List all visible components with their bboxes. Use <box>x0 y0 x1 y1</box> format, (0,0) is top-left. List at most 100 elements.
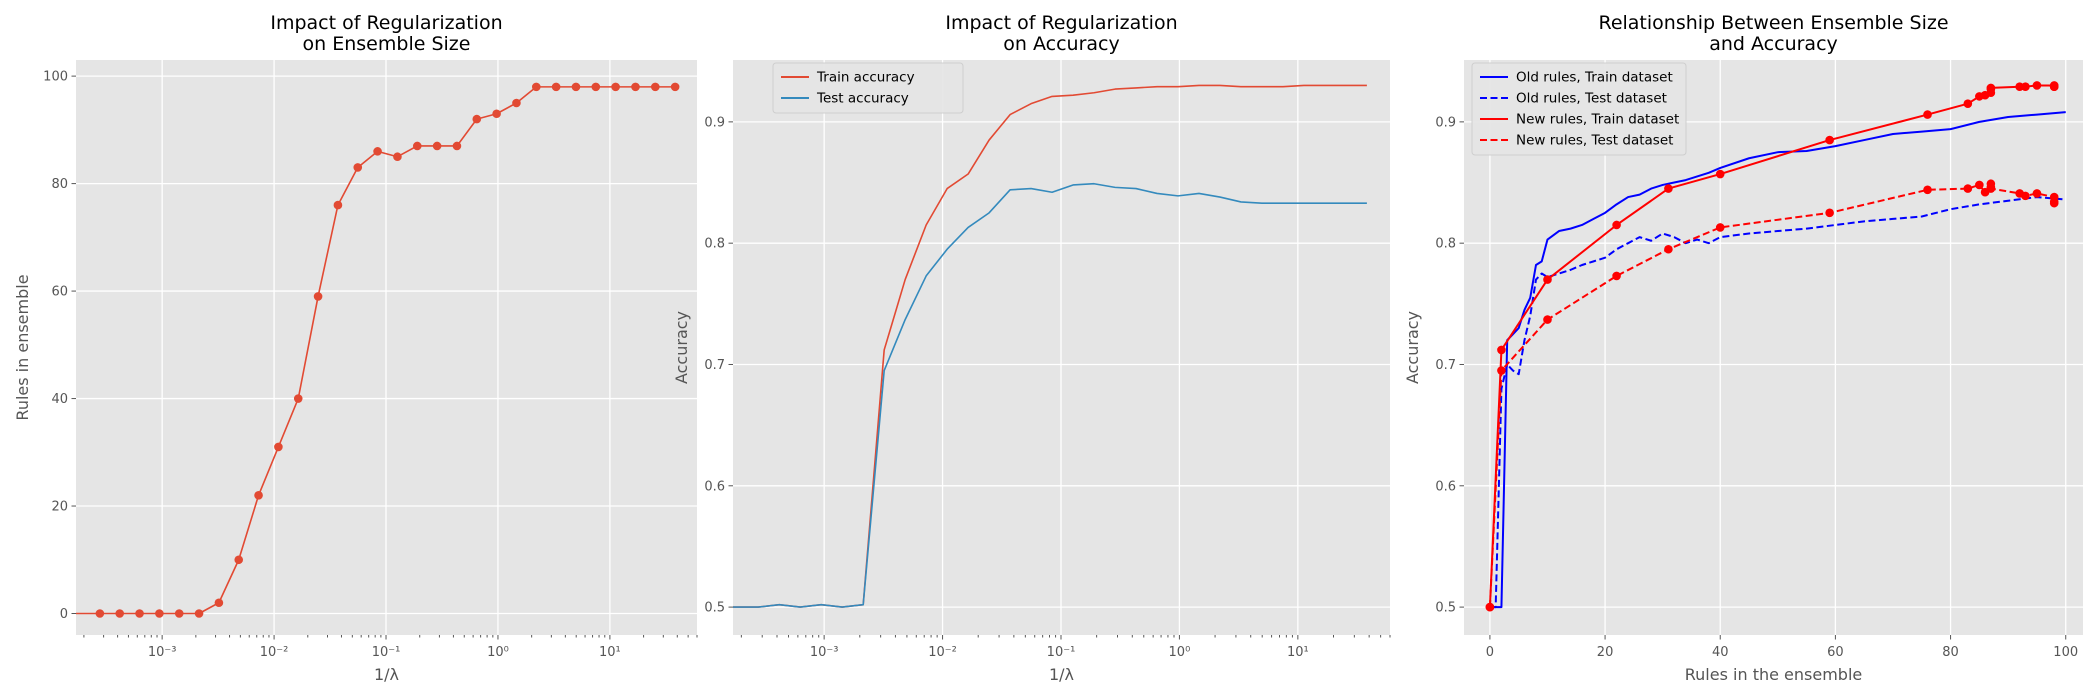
y-tick-label: 0.8 <box>704 237 725 252</box>
data-point <box>412 141 422 151</box>
data-point <box>631 82 640 92</box>
data-point <box>95 609 105 618</box>
data-point <box>1923 110 1932 119</box>
data-point <box>1975 180 1984 190</box>
data-point <box>1497 366 1506 375</box>
data-point <box>2032 81 2042 90</box>
y-axis-label: Accuracy <box>1403 311 1422 384</box>
x-tick-label: 10⁻³ <box>810 645 839 660</box>
chart-title-line: on Ensemble Size <box>303 33 471 55</box>
data-point <box>1825 208 1834 218</box>
data-point <box>571 82 581 92</box>
legend-label: Train accuracy <box>816 70 915 86</box>
series-line-2 <box>733 182 1367 608</box>
chart-panel-2: 10⁻³ 10⁻² 10⁻¹ 10⁰ 10¹ 0.5 0.6 0.7 0.8 0.9 Impact … <box>672 12 1391 684</box>
data-point <box>1986 184 1996 193</box>
plot-area <box>1464 60 2083 635</box>
chart-title: Impact of Regularization on Ensemble Size <box>270 12 502 55</box>
y-tick-label: 20 <box>51 500 68 515</box>
data-point <box>2049 198 2059 208</box>
x-tick-label: 40 <box>1712 645 1729 660</box>
data-point <box>1664 244 1673 254</box>
data-point <box>115 609 125 618</box>
legend-label: Old rules, Test dataset <box>1516 91 1667 107</box>
data-point <box>274 442 283 452</box>
legend-label: New rules, Train dataset <box>1516 112 1679 128</box>
data-point <box>155 609 164 618</box>
data-point <box>2049 82 2059 91</box>
y-tick-label: 80 <box>51 177 68 192</box>
data-point <box>1825 135 1834 145</box>
data-point <box>234 555 244 565</box>
series-group <box>733 84 1367 608</box>
data-point <box>46 609 55 618</box>
data-point <box>2032 189 2042 198</box>
data-point <box>651 82 660 92</box>
data-point <box>531 82 541 92</box>
data-point <box>1986 83 1996 93</box>
data-point <box>194 609 204 618</box>
data-point <box>1612 271 1621 281</box>
data-point <box>452 141 462 151</box>
data-point <box>2021 191 2030 201</box>
data-point <box>373 147 382 156</box>
data-point <box>591 82 601 92</box>
data-point <box>353 163 363 172</box>
series-group <box>1485 81 2066 612</box>
chart-title-line: on Accuracy <box>1003 33 1119 55</box>
x-axis-label: 1/λ <box>374 665 399 684</box>
x-tick-label: 10⁻² <box>928 645 957 660</box>
data-point <box>1923 185 1932 195</box>
y-tick-label: 0.5 <box>704 601 725 616</box>
data-point <box>1963 184 1973 193</box>
legend-frame <box>1471 62 1687 156</box>
chart-title-line: Relationship Between Ensemble Size <box>1598 12 1948 34</box>
legend-label: New rules, Test dataset <box>1516 133 1673 149</box>
chart-panel-1: 10⁻³ 10⁻² 10⁻¹ 10⁰ 10¹ 0 20 40 60 80 100 Impact of … <box>13 12 698 684</box>
y-tick-label: 0.8 <box>1435 237 1456 252</box>
data-point <box>1543 315 1552 324</box>
x-tick-label: 10⁰ <box>487 645 509 660</box>
y-tick-label: 60 <box>51 285 68 300</box>
y-axis-label: Accuracy <box>672 311 691 384</box>
data-point <box>670 82 680 92</box>
data-point <box>611 82 620 92</box>
data-point <box>492 109 501 119</box>
series-line-1 <box>1489 111 2066 609</box>
x-tick-label: 10⁻² <box>260 645 289 660</box>
data-point <box>1715 223 1725 232</box>
chart-title-line: Impact of Regularization <box>270 12 502 34</box>
data-point <box>1497 345 1506 355</box>
data-point <box>551 82 561 92</box>
y-tick-label: 0.6 <box>704 479 725 494</box>
x-tick-label: 80 <box>1942 645 1959 660</box>
data-point <box>333 200 343 210</box>
x-tick-label: 10⁻³ <box>148 645 177 660</box>
y-tick-label: 100 <box>43 70 68 85</box>
y-tick-label: 0.5 <box>1435 601 1456 616</box>
y-tick-label: 0.7 <box>1435 358 1456 373</box>
data-point <box>1485 602 1495 612</box>
x-tick-label: 10⁰ <box>1169 645 1191 660</box>
chart-title: Impact of Regularization on Accuracy <box>945 12 1177 55</box>
data-point <box>393 152 402 162</box>
x-axis-label: Rules in the ensemble <box>1685 665 1862 684</box>
y-tick-label: 0.9 <box>704 115 725 130</box>
chart-panel-3: 0 20 40 60 80 100 0.5 0.6 0.7 0.8 0.9 Relationship … <box>1403 12 2083 684</box>
x-tick-label: 0 <box>1486 645 1494 660</box>
chart-title-line: Impact of Regularization <box>945 12 1177 34</box>
legend-frame <box>772 62 964 114</box>
series-group <box>46 82 680 618</box>
y-tick-label: 0.6 <box>1435 479 1456 494</box>
data-point <box>135 609 144 618</box>
data-point <box>214 598 224 608</box>
y-tick-label: 0.7 <box>704 358 725 373</box>
chart-title-line: and Accuracy <box>1709 33 1838 55</box>
data-point <box>1664 184 1673 193</box>
y-tick-label: 40 <box>51 392 68 407</box>
x-tick-label: 10¹ <box>1287 645 1309 660</box>
x-tick-label: 20 <box>1597 645 1614 660</box>
data-point <box>1543 275 1552 284</box>
data-point <box>1715 169 1725 179</box>
y-tick-label: 0.9 <box>1435 115 1456 130</box>
